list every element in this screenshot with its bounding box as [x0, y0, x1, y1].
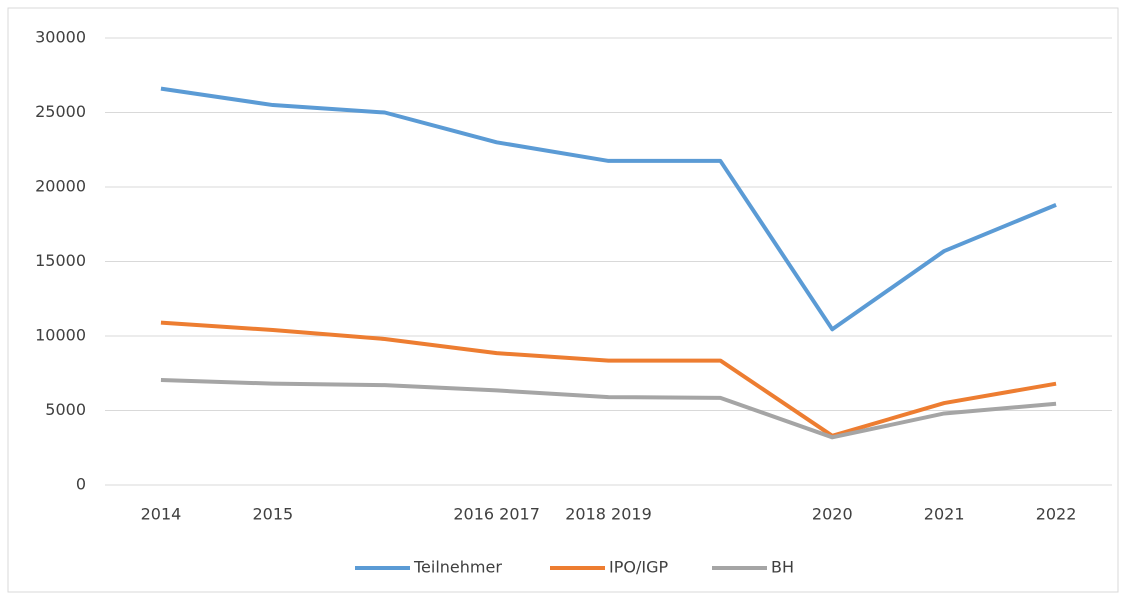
y-tick-label: 30000	[35, 28, 86, 47]
x-tick-label: 2021	[924, 505, 965, 524]
chart-border	[7, 7, 1119, 593]
y-tick-label: 10000	[35, 326, 86, 345]
x-tick-label: 2014	[141, 505, 182, 524]
y-tick-label: 0	[76, 475, 86, 494]
y-tick-label: 5000	[45, 400, 86, 419]
y-tick-label: 25000	[35, 102, 86, 121]
series-line	[160, 86, 1057, 332]
legend-label: IPO/IGP	[609, 558, 668, 577]
x-tick-label: 2016 2017	[453, 505, 540, 524]
series-line	[160, 377, 1057, 440]
series-line	[160, 320, 1057, 438]
x-tick-label: 2020	[812, 505, 853, 524]
y-tick-label: 20000	[35, 177, 86, 196]
x-tick-label: 2015	[252, 505, 293, 524]
legend-label: Teilnehmer	[413, 558, 502, 577]
legend-label: BH	[771, 558, 794, 577]
y-tick-label: 15000	[35, 251, 86, 270]
x-tick-label: 2018 2019	[565, 505, 652, 524]
x-tick-label: 2022	[1036, 505, 1077, 524]
